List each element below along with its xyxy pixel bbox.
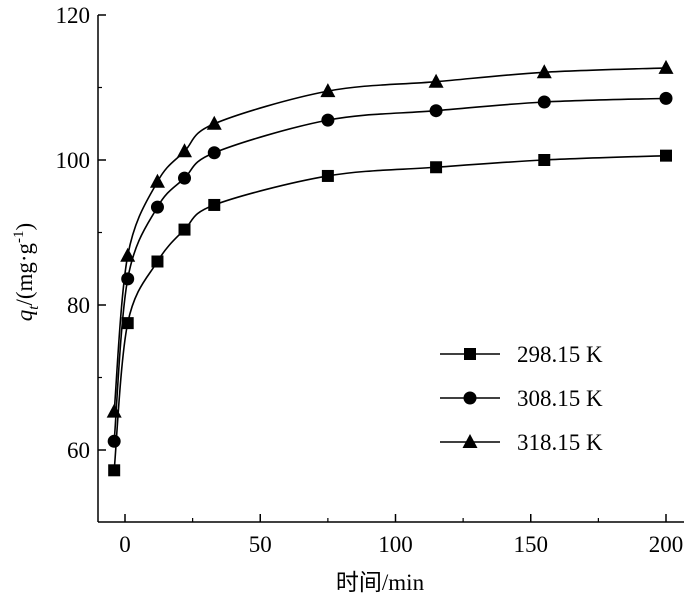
data-point-triangle <box>206 115 222 130</box>
data-point-triangle <box>320 83 336 98</box>
legend-item: 308.15 K <box>440 386 603 411</box>
x-axis-label: 时间/min <box>336 570 425 595</box>
legend-label: 318.15 K <box>517 430 603 455</box>
data-point-square <box>208 198 221 211</box>
y-tick-label: 100 <box>56 148 91 173</box>
data-point-circle <box>207 146 221 160</box>
y-axis-label-close: ) <box>12 223 37 231</box>
data-point-triangle <box>177 143 193 158</box>
y-tick-label: 60 <box>67 438 90 463</box>
x-tick-label: 100 <box>378 532 413 557</box>
x-tick-label: 0 <box>119 532 131 557</box>
data-point-triangle <box>120 247 136 262</box>
legend-marker-triangle <box>462 434 478 448</box>
y-axis-label-symbol: q <box>12 310 37 322</box>
legend-label: 308.15 K <box>517 386 603 411</box>
x-tick-label: 50 <box>249 532 272 557</box>
series-triangle <box>106 59 674 418</box>
data-point-triangle <box>658 59 674 74</box>
data-point-triangle <box>106 403 122 418</box>
series-circle <box>107 91 673 448</box>
data-point-circle <box>537 95 551 109</box>
data-point-square <box>151 255 164 268</box>
data-point-square <box>178 223 191 236</box>
data-point-triangle <box>536 64 552 79</box>
series-square <box>108 149 672 477</box>
data-point-circle <box>321 113 335 127</box>
x-tick-label: 200 <box>649 532 684 557</box>
y-axis-label-unit: /(mg·g <box>12 242 37 305</box>
data-point-triangle <box>428 73 444 88</box>
y-tick-label: 80 <box>67 293 90 318</box>
data-point-triangle <box>149 173 165 188</box>
y-axis-label: qt/(mg·g-1) <box>11 223 42 321</box>
legend-item: 318.15 K <box>440 430 603 455</box>
y-axis-label-subscript: t <box>26 305 42 310</box>
data-point-circle <box>429 104 443 118</box>
data-point-square <box>430 161 443 174</box>
y-axis-label-superscript: -1 <box>11 230 27 243</box>
series-group <box>106 59 674 477</box>
series-line <box>113 67 667 412</box>
data-point-circle <box>659 91 673 105</box>
legend: 298.15 K 308.15 K 318.15 K <box>440 342 603 455</box>
y-tick-label: 120 <box>56 3 91 28</box>
legend-item: 298.15 K <box>440 342 603 367</box>
data-point-square <box>108 464 121 477</box>
series-line <box>113 154 667 471</box>
y-axis-ticks: 60 80 100 120 <box>56 3 106 463</box>
legend-label: 298.15 K <box>517 342 603 367</box>
data-point-circle <box>178 171 192 185</box>
x-tick-label: 150 <box>514 532 549 557</box>
data-point-square <box>660 149 672 162</box>
x-axis-ticks: 0 50 100 150 200 <box>119 514 683 557</box>
data-point-square <box>321 169 334 182</box>
legend-marker-square <box>464 348 476 360</box>
data-point-square <box>121 317 134 330</box>
legend-marker-circle <box>463 391 477 405</box>
data-point-circle <box>150 200 164 214</box>
data-point-square <box>538 154 551 166</box>
data-point-circle <box>107 434 121 448</box>
plot-area: 0 50 100 150 200 60 80 100 120 <box>56 3 684 557</box>
